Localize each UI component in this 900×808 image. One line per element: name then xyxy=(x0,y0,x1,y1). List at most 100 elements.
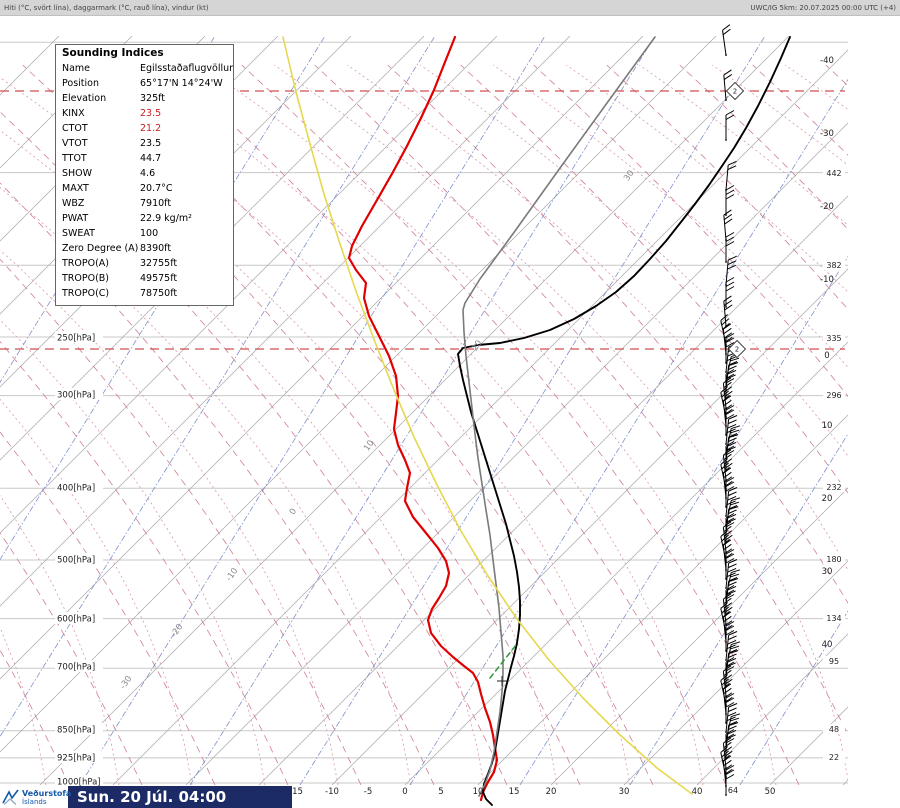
moist-adiabat-line xyxy=(493,64,848,368)
label-bg xyxy=(55,388,103,400)
index-value: 49575ft xyxy=(140,273,178,284)
wind-barb xyxy=(725,765,735,796)
label-bg xyxy=(823,724,845,734)
index-value: 44.7 xyxy=(140,153,162,164)
isotherm-line xyxy=(0,36,425,461)
index-name: Elevation xyxy=(62,93,107,104)
right-temp-label: -10 xyxy=(820,275,834,285)
label-bg xyxy=(55,775,103,787)
indices-row: TROPO(B) 49575ft xyxy=(62,271,229,286)
bottom-temp-label: 10 xyxy=(473,787,484,797)
index-value: 65°17'N 14°24'W xyxy=(140,78,223,89)
flight-level-label: 296 xyxy=(826,391,841,400)
indices-row: VTOT 23.5 xyxy=(62,136,229,151)
indices-row: CTOT 21.2 xyxy=(62,121,229,136)
index-name: WBZ xyxy=(62,198,85,209)
pressure-label: 600[hPa] xyxy=(57,615,95,625)
label-bg xyxy=(55,331,103,343)
isotherm-line xyxy=(550,487,848,785)
wind-barb xyxy=(723,209,733,241)
indices-row: TTOT 44.7 xyxy=(62,151,229,166)
dry-adiabat-line xyxy=(95,64,654,785)
series-dewpoint xyxy=(347,35,499,802)
isotherm-line xyxy=(331,268,848,785)
mixing-ratio-line xyxy=(189,36,656,785)
mixing-ratio-line xyxy=(629,433,848,785)
top-status-bar: Hiti (°C, svört lína), daggarmark (°C, r… xyxy=(0,0,900,16)
mixing-ratio-line xyxy=(739,610,848,785)
mixing-ratio-line xyxy=(299,36,766,785)
label-bg xyxy=(823,752,845,762)
right-temp-label: -30 xyxy=(820,129,834,139)
adiabat-label: -10 xyxy=(224,566,240,583)
wind-barb-column xyxy=(720,24,741,796)
pressure-label: 500[hPa] xyxy=(57,556,95,566)
label-bg xyxy=(55,553,103,565)
wind-barb xyxy=(725,621,735,652)
wind-barb xyxy=(725,333,735,364)
pressure-label: 700[hPa] xyxy=(57,663,95,673)
index-name: Zero Degree (A) xyxy=(62,243,139,254)
index-name: SHOW xyxy=(62,168,93,179)
bottom-temp-label: 5 xyxy=(438,787,443,797)
moist-adiabat-line xyxy=(420,64,848,457)
flight-level-label: 382 xyxy=(826,261,841,270)
dry-adiabat-line xyxy=(0,341,289,785)
indices-row: SHOW 4.6 xyxy=(62,166,229,181)
bottom-temp-label: 30 xyxy=(619,787,630,797)
indices-rows: Name Egilsstaðaflugvöllur Position 65°17'N … xyxy=(62,61,233,301)
isotherm-line xyxy=(623,560,848,785)
pressure-label: 300[hPa] xyxy=(57,391,95,401)
pressure-label: 250[hPa] xyxy=(57,334,95,344)
mixing-ratio-line xyxy=(409,78,848,785)
indices-row: Name Egilsstaðaflugvöllur xyxy=(62,61,233,76)
index-value: 325ft xyxy=(140,93,166,104)
index-name: SWEAT xyxy=(62,228,95,239)
valid-time-box[interactable]: Sun. 20 Júl. 04:00 xyxy=(68,786,292,808)
pressure-label: 925[hPa] xyxy=(57,754,95,764)
label-bg xyxy=(55,612,103,624)
index-value: Egilsstaðaflugvöllur xyxy=(140,63,234,74)
dry-adiabat-line xyxy=(314,64,848,736)
label-bg xyxy=(823,333,845,343)
isotherm-line xyxy=(696,633,848,785)
right-temp-label: 30 xyxy=(822,567,833,577)
wind-barb xyxy=(725,569,741,598)
tropopause-marker-diamond xyxy=(725,81,745,101)
indices-row: TROPO(A) 32755ft xyxy=(62,256,229,271)
wind-barb xyxy=(725,631,738,661)
indices-row: Zero Degree (A) 8390ft xyxy=(62,241,229,256)
adiabat-label: 0 xyxy=(288,507,299,517)
dry-adiabat-line xyxy=(168,64,727,785)
indices-row: KINX 23.5 xyxy=(62,106,229,121)
wind-barb xyxy=(725,559,738,589)
moist-adiabat-line xyxy=(347,64,848,572)
pressure-label: 850[hPa] xyxy=(57,726,95,736)
legend-text: Hiti (°C, svört lína), daggarmark (°C, r… xyxy=(4,3,209,12)
index-value: 23.5 xyxy=(140,108,162,119)
isotherm-line xyxy=(0,36,498,534)
index-value: 20.7°C xyxy=(140,183,173,194)
flight-level-label: 48 xyxy=(829,725,839,734)
mixing-ratio-line xyxy=(79,36,546,785)
label-bg xyxy=(55,660,103,672)
label-bg xyxy=(823,554,845,564)
label-bg xyxy=(55,481,103,493)
flight-level-label: 22 xyxy=(829,753,839,762)
tropopause-marker-label: 2 xyxy=(735,346,739,354)
wind-barb xyxy=(723,69,733,101)
index-name: PWAT xyxy=(62,213,89,224)
index-name: Name xyxy=(62,63,91,74)
right-temp-label: -20 xyxy=(820,202,834,212)
index-name: TROPO(B) xyxy=(62,273,110,284)
isotherm-line xyxy=(0,36,133,169)
bottom-temp-label: -5 xyxy=(364,787,372,797)
series-green-segment xyxy=(489,644,517,679)
pressure-label: 1000[hPa] xyxy=(57,778,101,788)
bottom-temp-label: -10 xyxy=(325,787,339,797)
index-value: 4.6 xyxy=(140,168,156,179)
wind-barb xyxy=(725,703,738,733)
moist-adiabat-line xyxy=(639,64,848,226)
dry-adiabat-line xyxy=(0,111,508,785)
